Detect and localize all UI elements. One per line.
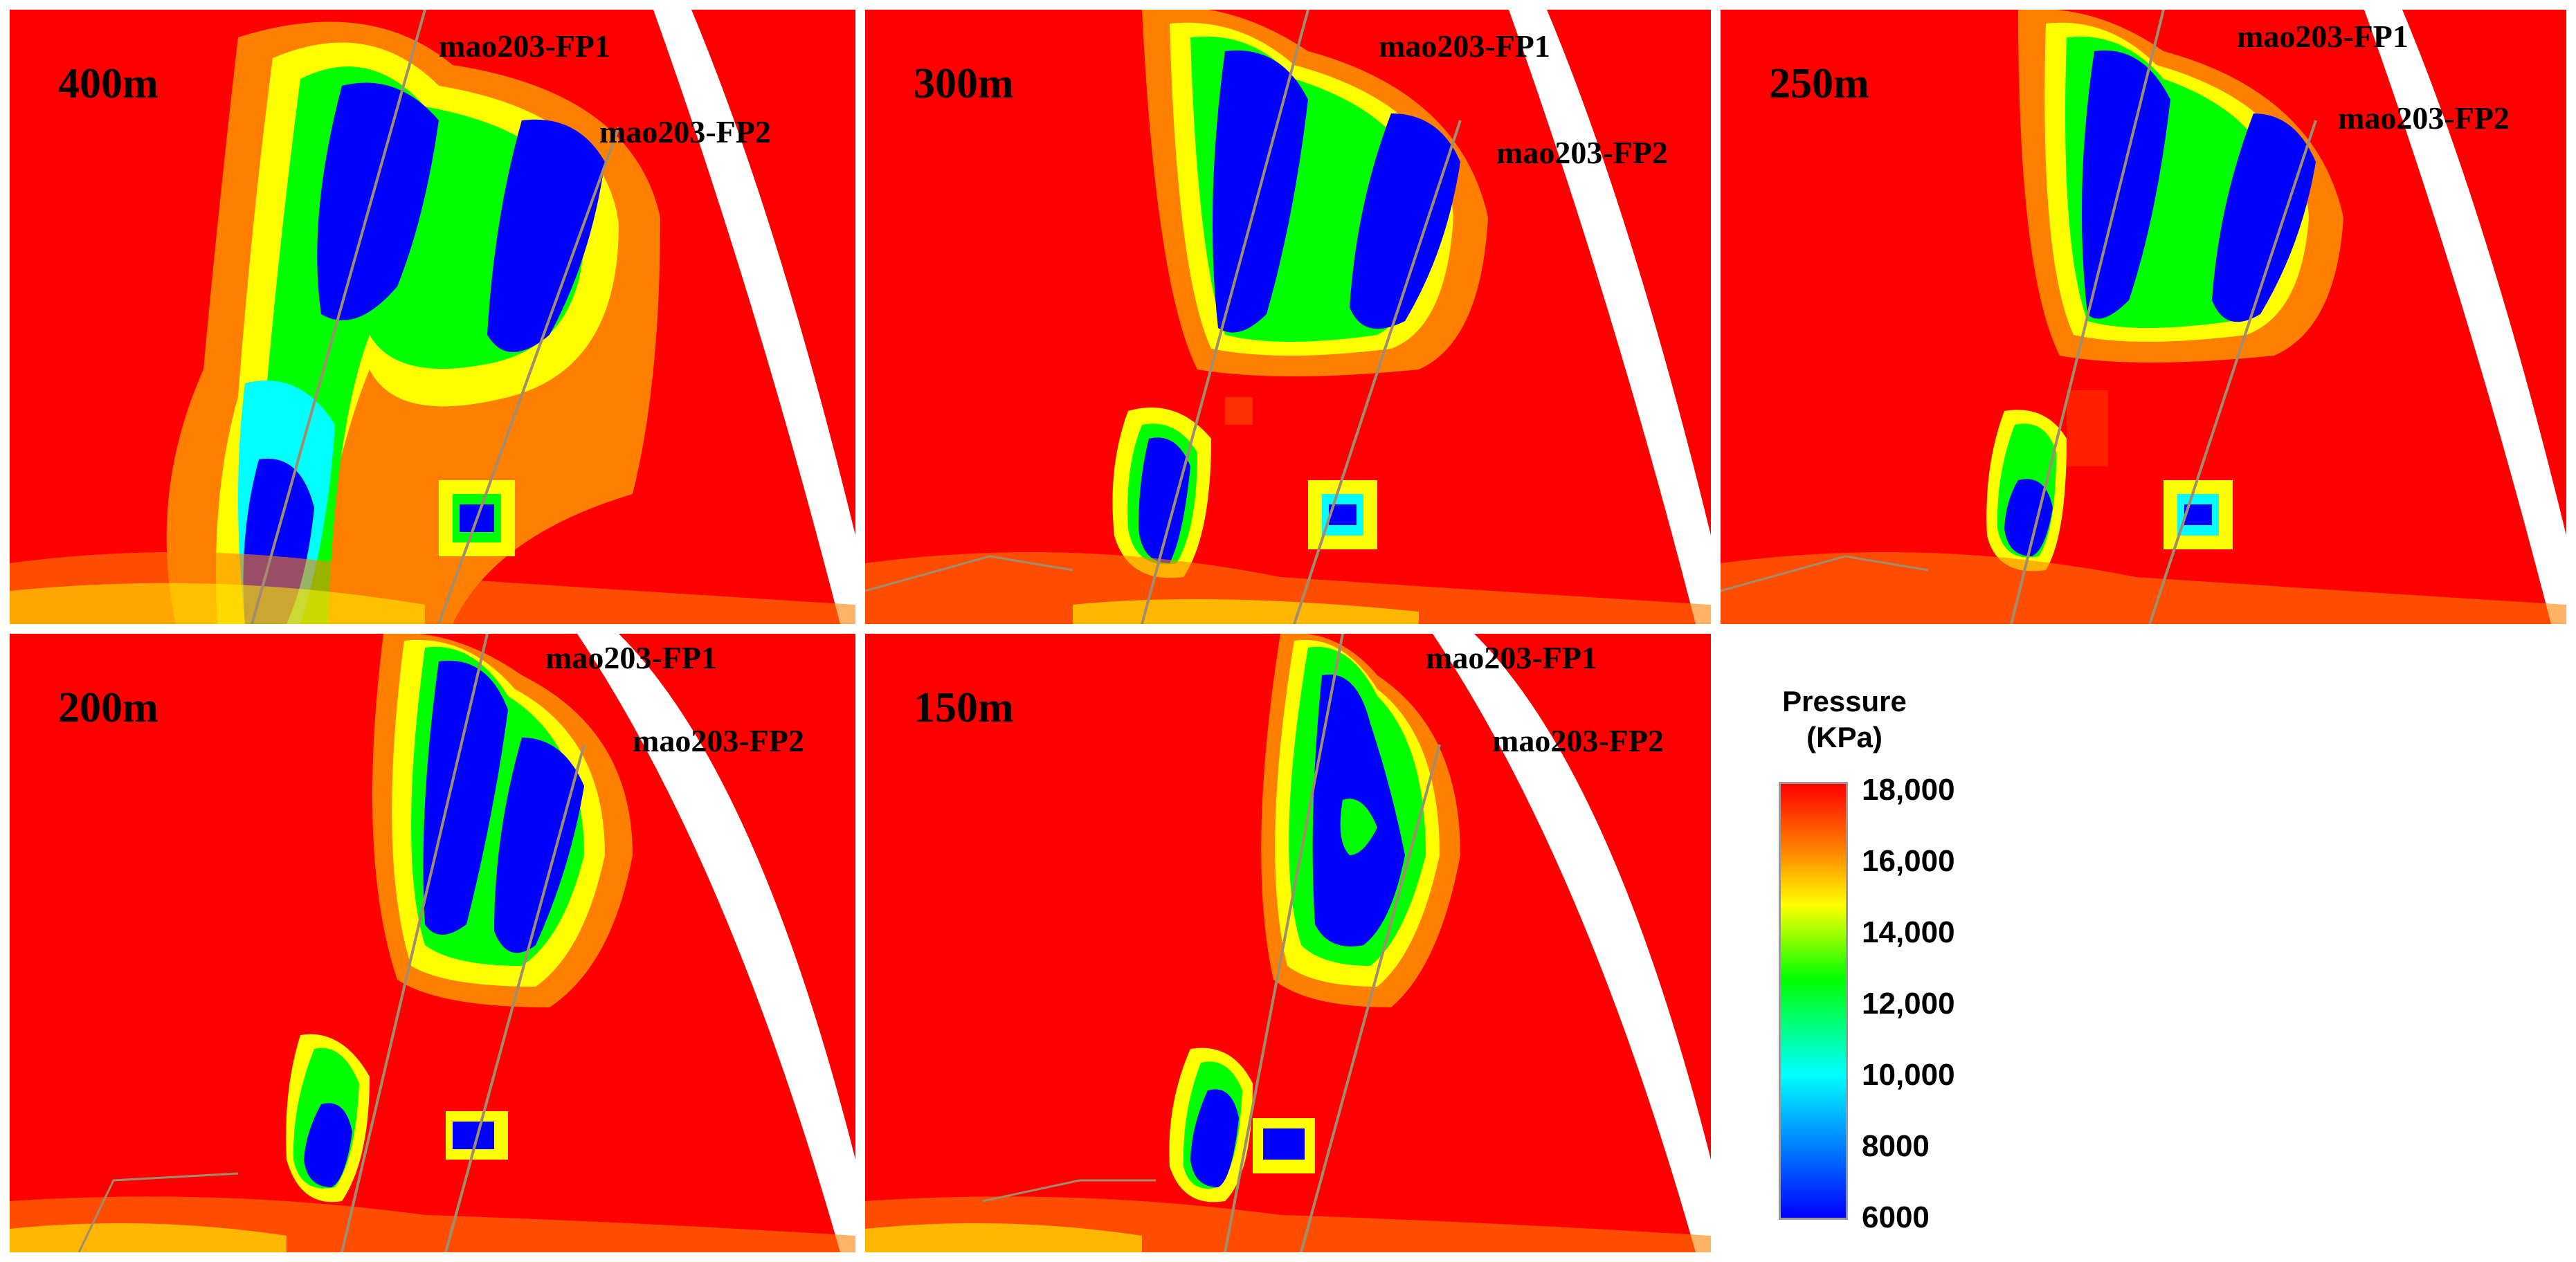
panel-300m: 300m mao203-FP1 mao203-FP2 <box>865 10 1711 624</box>
well-label-fp1: mao203-FP1 <box>439 28 610 64</box>
pressure-map-150m <box>865 634 1711 1252</box>
well-label-fp1: mao203-FP1 <box>1426 640 1597 675</box>
legend-tick: 18,000 <box>1862 773 1955 807</box>
well-label-fp2: mao203-FP2 <box>1492 723 1664 758</box>
well-label-fp2: mao203-FP2 <box>1496 135 1668 170</box>
panel-250m: 250m mao203-FP1 mao203-FP2 <box>1721 10 2566 624</box>
panel-150m: 150m mao203-FP1 mao203-FP2 <box>865 634 1711 1252</box>
legend-unit: (KPa) <box>1806 721 1883 753</box>
pressure-map-400m <box>10 10 855 624</box>
well-label-fp2: mao203-FP2 <box>599 114 771 149</box>
panel-label: 150m <box>914 684 1014 731</box>
color-scale-bar <box>1779 782 1848 1220</box>
well-label-fp1: mao203-FP1 <box>545 640 717 675</box>
legend-tick: 16,000 <box>1862 844 1955 878</box>
pressure-legend: Pressure (KPa) 18,000 16,000 14,000 12,0… <box>1758 685 2035 1238</box>
pressure-map-300m <box>865 10 1711 624</box>
well-label-fp2: mao203-FP2 <box>633 723 804 758</box>
panel-200m: 200m mao203-FP1 mao203-FP2 <box>10 634 855 1252</box>
well-label-fp1: mao203-FP1 <box>1379 28 1550 64</box>
legend-tick: 14,000 <box>1862 915 1955 949</box>
panel-label: 300m <box>914 60 1014 107</box>
legend-tick: 12,000 <box>1862 987 1955 1021</box>
panel-label: 250m <box>1769 60 1869 107</box>
pressure-map-200m <box>10 634 855 1252</box>
well-label-fp1: mao203-FP1 <box>2237 19 2409 54</box>
pressure-map-250m <box>1721 10 2566 624</box>
panel-label: 200m <box>58 684 158 731</box>
legend-title: Pressure <box>1782 685 1907 717</box>
panel-400m: 400m mao203-FP1 mao203-FP2 <box>10 10 855 624</box>
legend-tick: 8000 <box>1862 1129 1930 1163</box>
legend-tick: 10,000 <box>1862 1058 1955 1092</box>
well-label-fp2: mao203-FP2 <box>2338 100 2510 136</box>
legend-tick: 6000 <box>1862 1200 1930 1234</box>
panel-label: 400m <box>58 60 158 107</box>
